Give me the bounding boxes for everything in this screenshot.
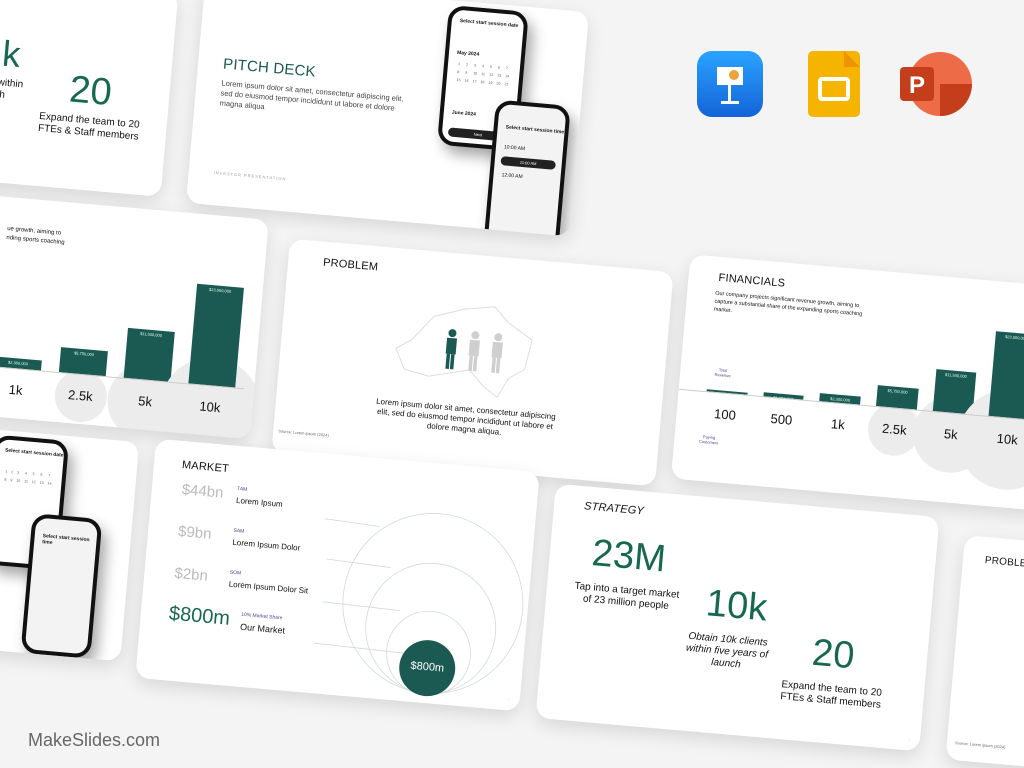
phone-mockup: Select start session time 10:00 AM 11:00… [483,99,571,237]
bar-value-label: $5,750,000 [887,387,908,395]
stat-caption: Expand the team to 20 FTEs & Staff membe… [37,110,140,143]
slide-problem-partial[interactable]: PROBLEM Source: Lorem ipsum (2024) [945,535,1024,768]
source-note: Source: Lorem ipsum (2024) [278,428,330,438]
bar-value-label: $23,000,000 [1004,334,1024,341]
slide-title: PROBLEM [984,555,1024,571]
stat-value: k [0,32,23,75]
slide-strategy-partial[interactable]: k s within nch 20 Expand the team to 20 … [0,0,179,197]
slide-title: PROBLEM [322,256,379,274]
svg-text:P: P [909,72,925,99]
stat-value: 10k [704,582,770,630]
slide-market[interactable]: MARKET $44bn TAM Lorem Ipsum $9bn SAM Lo… [135,438,540,712]
people-icons [445,329,503,374]
month-label: June 2024 [451,109,477,118]
slide-financials-partial[interactable]: ue growth, aiming to nding sports coachi… [0,191,269,439]
phone-title: Select start session time [505,124,565,136]
bar-chart: $2,300,000 1k $5,750,000 2.5k $11,500,000 5k $… [0,266,265,439]
market-circles [313,513,524,697]
calendar-grid: 1 2 3 4 5 6 7 8 9 10 11 12 13 14 [4,469,52,486]
category-label: 100 [713,406,737,423]
stat-caption: Obtain 10k clients within five years of … [685,630,769,671]
source-note: Source: Lorem ipsum (2024) [954,740,1006,750]
stat-caption: Tap into a target market of 23 million p… [574,580,680,612]
time-slot[interactable]: 10:00 AM [503,144,526,153]
stat-value: 20 [67,68,114,115]
slide-pitch-deck[interactable]: PITCH DECK Lorem ipsum dolor sit amet, c… [185,0,590,237]
bar: $23,000,000 [188,283,244,388]
time-slot[interactable]: 12:00 AM [501,172,523,181]
time-slot-selected[interactable]: 11:00 AM [500,156,556,170]
slide-problem[interactable]: PROBLEM Lorem ipsum dolor sit amet, cons… [271,238,674,487]
brand-watermark: MakeSlides.com [28,730,161,750]
slide-footer: INVESTOR PRESENTATION [213,170,287,182]
category-label: 1k [830,416,846,433]
bar: $11,500,000 [123,327,175,382]
calendar-grid: 1 2 3 4 5 6 7 8 9 10 11 12 13 14 15 16 17 18 19 20 21 [456,61,510,87]
stat-caption: Expand the team to 20 FTEs & Staff membe… [779,679,883,711]
bar-chart: 100$1,150,000500$2,300,0001k$5,750,0002.… [678,306,1024,494]
bar-value-label: $2,300,000 [7,359,29,367]
keynote-icon [697,51,763,117]
powerpoint-icon: P [900,51,972,117]
month-label: May 2024 [456,49,480,58]
slide-body: Lorem ipsum dolor sit amet, consectetur … [219,78,404,113]
bar-value-label: $11,500,000 [944,371,968,379]
bar-value-label: $5,750,000 [73,350,95,358]
category-label: 500 [769,410,793,428]
phone-title: Select start session time [41,533,90,546]
slide-phones-partial[interactable]: Select start session date 1 2 3 4 5 6 7 8 9 10 11 1… [0,428,140,662]
bar-value-label: $23,000,000 [208,286,232,294]
map-outline [395,306,533,399]
bar: $23,000,000 [988,331,1024,420]
page-number: · [908,736,911,743]
category-label: 1k [8,381,24,398]
phone-mockup: Select start session time [20,513,103,659]
google-slides-icon [808,51,860,117]
slide-body: ue growth, aiming to nding sports coachi… [6,226,65,247]
slide-strategy[interactable]: STRATEGY 23M Tap into a target market of… [535,483,940,752]
bar-value-label: $11,500,000 [139,331,163,338]
slide-title: PITCH DECK [222,55,317,81]
stat-caption: s within nch [0,77,24,101]
slide-title: FINANCIALS [718,271,786,290]
phone-title: Select start session date [4,447,64,459]
slide-financials[interactable]: FINANCIALS Our company projects signific… [670,254,1024,511]
slide-title: STRATEGY [583,500,645,518]
phone-title: Select start session date [459,17,519,30]
stat-value: 23M [590,532,668,581]
axis-label-customers: Paying Customers [698,434,719,446]
stat-value: 20 [810,631,857,678]
